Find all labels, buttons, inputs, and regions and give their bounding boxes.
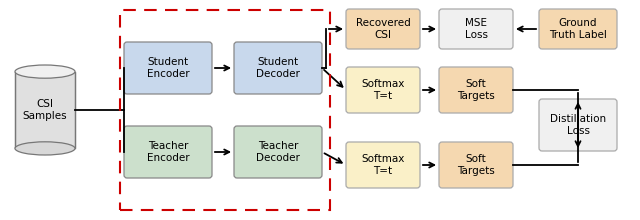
FancyBboxPatch shape xyxy=(124,126,212,178)
Text: Student
Decoder: Student Decoder xyxy=(256,57,300,79)
Ellipse shape xyxy=(15,65,75,78)
FancyBboxPatch shape xyxy=(439,67,513,113)
Text: Softmax
T=t: Softmax T=t xyxy=(362,154,404,176)
Text: Soft
Targets: Soft Targets xyxy=(457,154,495,176)
Text: Soft
Targets: Soft Targets xyxy=(457,79,495,101)
FancyBboxPatch shape xyxy=(346,9,420,49)
Bar xyxy=(120,10,330,210)
FancyBboxPatch shape xyxy=(439,142,513,188)
FancyBboxPatch shape xyxy=(539,99,617,151)
Ellipse shape xyxy=(15,142,75,155)
Text: Recovered
CSI: Recovered CSI xyxy=(356,18,410,40)
Text: MSE
Loss: MSE Loss xyxy=(465,18,488,40)
Text: Student
Encoder: Student Encoder xyxy=(147,57,189,79)
Text: Ground
Truth Label: Ground Truth Label xyxy=(549,18,607,40)
FancyBboxPatch shape xyxy=(346,142,420,188)
Text: Softmax
T=t: Softmax T=t xyxy=(362,79,404,101)
FancyBboxPatch shape xyxy=(234,126,322,178)
Text: Teacher
Decoder: Teacher Decoder xyxy=(256,141,300,163)
FancyBboxPatch shape xyxy=(15,72,75,148)
FancyBboxPatch shape xyxy=(439,9,513,49)
FancyBboxPatch shape xyxy=(124,42,212,94)
Text: Distillation
Loss: Distillation Loss xyxy=(550,114,606,136)
FancyBboxPatch shape xyxy=(234,42,322,94)
Text: Teacher
Encoder: Teacher Encoder xyxy=(147,141,189,163)
FancyBboxPatch shape xyxy=(539,9,617,49)
Text: CSI
Samples: CSI Samples xyxy=(22,99,67,121)
FancyBboxPatch shape xyxy=(346,67,420,113)
